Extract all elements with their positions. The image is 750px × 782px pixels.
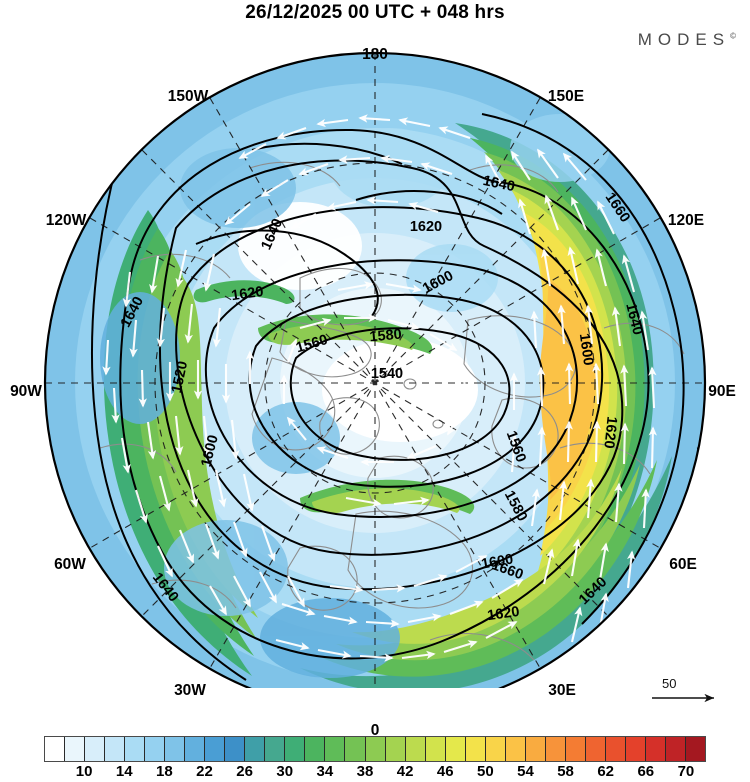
modes-logo: MODES© — [638, 30, 736, 50]
svg-text:1600: 1600 — [480, 551, 515, 572]
colorbar-cell — [105, 737, 126, 761]
colorbar-tick: 62 — [597, 763, 615, 780]
colorbar-tick: 10 — [75, 763, 93, 780]
colorbar-cell — [125, 737, 146, 761]
svg-text:1580: 1580 — [369, 327, 403, 346]
svg-text:1600: 1600 — [198, 433, 221, 468]
colorbar-cell — [45, 737, 66, 761]
lon-label-30w: 30W — [174, 682, 206, 699]
lon-label-60w: 60W — [54, 556, 86, 573]
colorbar-ticks: 10 14 18 22 26 30 34 38 42 46 50 54 58 62 66 70 — [44, 762, 706, 780]
svg-text:1640: 1640 — [481, 173, 516, 195]
colorbar-tick: 30 — [276, 763, 294, 780]
svg-text:1620: 1620 — [600, 416, 619, 450]
colorbar-cell — [585, 737, 606, 761]
colorbar-cell — [605, 737, 626, 761]
colorbar-cell — [205, 737, 226, 761]
colorbar: 10 14 18 22 26 30 34 38 42 46 50 54 58 62 66 70 — [44, 736, 706, 780]
coastlines — [99, 161, 685, 661]
lon-label-150e: 150E — [547, 88, 585, 105]
lon-label-90w: 90W — [10, 383, 42, 400]
lon-label-30e: 30E — [548, 682, 576, 699]
colorbar-swatches[interactable] — [44, 736, 706, 762]
copyright-icon: © — [730, 31, 736, 41]
lon-label-0: 0 — [370, 722, 380, 739]
colorbar-tick: 14 — [115, 763, 133, 780]
colorbar-cell — [545, 737, 566, 761]
colorbar-cell — [625, 737, 646, 761]
svg-text:1540: 1540 — [371, 366, 403, 382]
colorbar-tick: 70 — [677, 763, 695, 780]
colorbar-cell — [385, 737, 406, 761]
colorbar-cell — [465, 737, 486, 761]
colorbar-tick: 18 — [156, 763, 173, 780]
svg-text:1600: 1600 — [576, 332, 596, 366]
svg-text:1520: 1520 — [169, 360, 191, 395]
svg-text:1640: 1640 — [622, 301, 645, 336]
colorbar-cell — [405, 737, 426, 761]
polar-map[interactable]: 1540 1560 1580 1560 1580 1520 1600 1640 … — [0, 28, 750, 688]
colorbar-tick: 46 — [436, 763, 454, 780]
map-panel: 1540 1560 1580 1560 1580 1520 1600 1640 … — [0, 28, 750, 739]
colorbar-tick: 38 — [356, 763, 374, 780]
colorbar-cell — [65, 737, 86, 761]
colorbar-cell — [505, 737, 526, 761]
colorbar-tick: 66 — [637, 763, 655, 780]
lon-label-120e: 120E — [667, 212, 705, 229]
lon-label-120w: 120W — [45, 212, 87, 229]
colorbar-tick: 42 — [396, 763, 414, 780]
lon-label-180: 180 — [362, 46, 388, 63]
colorbar-cell — [445, 737, 466, 761]
colorbar-cell — [165, 737, 186, 761]
colorbar-tick: 22 — [196, 763, 213, 780]
colorbar-cell — [85, 737, 106, 761]
reference-vector — [652, 693, 714, 703]
colorbar-tick: 50 — [476, 763, 494, 780]
lon-label-60e: 60E — [669, 556, 697, 573]
globe-outline — [43, 51, 707, 688]
colorbar-cell — [245, 737, 266, 761]
geopotential-contours — [91, 113, 685, 681]
colorbar-cell — [645, 737, 666, 761]
colorbar-cell — [665, 737, 686, 761]
colorbar-cell — [325, 737, 346, 761]
page-title: 26/12/2025 00 UTC + 048 hrs — [245, 2, 505, 23]
colorbar-cell — [485, 737, 506, 761]
svg-text:1620: 1620 — [410, 219, 442, 235]
colorbar-cell — [265, 737, 286, 761]
colorbar-tick: 34 — [316, 763, 334, 780]
colorbar-cell — [345, 737, 366, 761]
colorbar-cell — [225, 737, 246, 761]
reference-vector-label: 50 — [662, 676, 677, 691]
colorbar-cell — [686, 737, 706, 761]
svg-text:1620: 1620 — [230, 284, 264, 304]
graticule — [45, 53, 705, 688]
svg-text:1620: 1620 — [486, 604, 520, 624]
jet-europe — [300, 456, 672, 688]
colorbar-cell — [565, 737, 586, 761]
wind-vectors — [102, 114, 658, 662]
colorbar-cell — [285, 737, 306, 761]
lon-label-90e: 90E — [708, 383, 736, 400]
lon-label-150w: 150W — [167, 88, 209, 105]
colorbar-cell — [525, 737, 546, 761]
map-field: 1540 1560 1580 1560 1580 1520 1600 1640 … — [45, 53, 705, 688]
colorbar-cell — [425, 737, 446, 761]
colorbar-tick: 54 — [517, 763, 534, 780]
colorbar-cell — [185, 737, 206, 761]
brand-text: MODES — [637, 30, 731, 49]
colorbar-tick: 26 — [236, 763, 253, 780]
colorbar-tick: 58 — [557, 763, 574, 780]
colorbar-cell — [145, 737, 166, 761]
colorbar-cell — [365, 737, 386, 761]
colorbar-cell — [305, 737, 326, 761]
